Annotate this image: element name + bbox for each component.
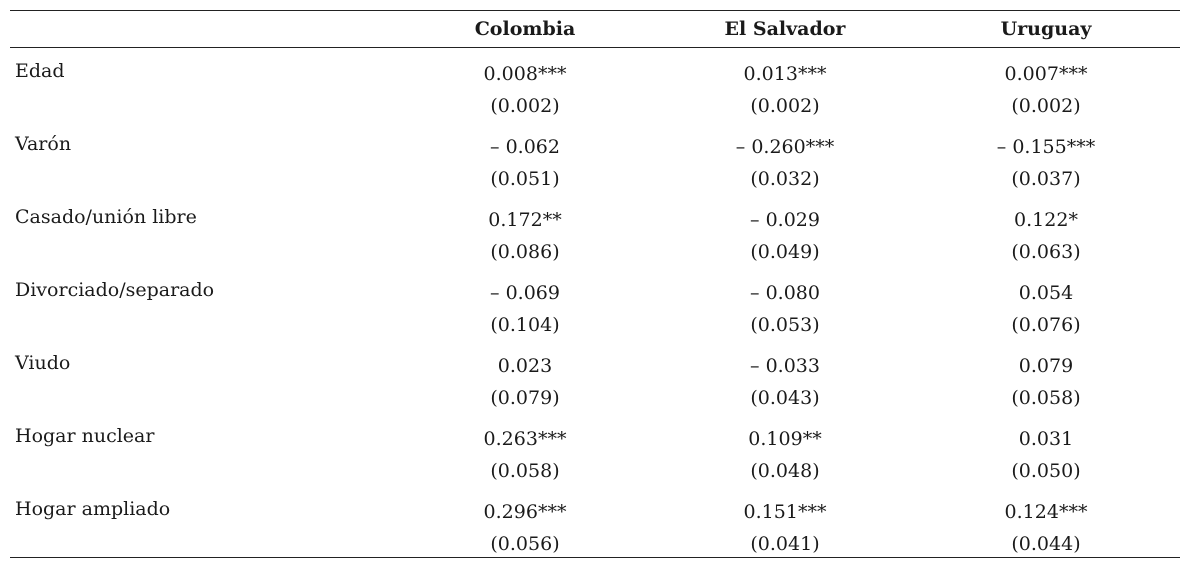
table-row: Divorciado/separado – 0.069 (0.104) – 0.0… [0, 277, 1189, 350]
standard-error: (0.104) [490, 314, 560, 336]
standard-error: (0.037) [1011, 168, 1081, 190]
table-cell: – 0.260*** (0.032) [665, 131, 905, 195]
standard-error: (0.063) [1011, 241, 1081, 263]
table-row: Edad 0.008*** (0.002) 0.013*** (0.002) 0.0… [0, 58, 1189, 131]
table-header: Colombia El Salvador Uruguay [0, 18, 1189, 46]
coefficient: 0.008*** [483, 63, 567, 85]
column-header-uruguay: Uruguay [1000, 18, 1092, 40]
standard-error: (0.002) [1011, 95, 1081, 117]
coefficient: 0.054 [1018, 282, 1074, 304]
row-label: Hogar nuclear [15, 425, 155, 447]
coefficient: – 0.062 [490, 136, 560, 158]
table-cell: 0.031 (0.050) [926, 423, 1166, 487]
standard-error: (0.051) [490, 168, 560, 190]
table-cell: 0.122* (0.063) [926, 204, 1166, 268]
row-label: Edad [15, 60, 65, 82]
row-label: Viudo [15, 352, 71, 374]
standard-error: (0.032) [750, 168, 820, 190]
coefficient: 0.122* [1014, 209, 1078, 231]
coefficient: – 0.069 [490, 282, 560, 304]
table-cell: 0.296*** (0.056) [405, 496, 645, 560]
row-label: Casado/unión libre [15, 206, 197, 228]
coefficient: 0.124*** [1004, 501, 1088, 523]
standard-error: (0.049) [750, 241, 820, 263]
coefficient: – 0.029 [750, 209, 820, 231]
coefficient: 0.151*** [743, 501, 827, 523]
row-label: Varón [15, 133, 72, 155]
table-cell: 0.007*** (0.002) [926, 58, 1166, 122]
standard-error: (0.048) [750, 460, 820, 482]
standard-error: (0.056) [490, 533, 560, 555]
bottom-rule [10, 557, 1180, 558]
standard-error: (0.002) [490, 95, 560, 117]
coefficient: – 0.260*** [735, 136, 835, 158]
standard-error: (0.086) [490, 241, 560, 263]
coefficient: 0.023 [497, 355, 553, 377]
coefficient: 0.109** [748, 428, 822, 450]
table-cell: – 0.033 (0.043) [665, 350, 905, 414]
table-cell: 0.079 (0.058) [926, 350, 1166, 414]
table-row: Hogar nuclear 0.263*** (0.058) 0.109** (0.… [0, 423, 1189, 496]
standard-error: (0.050) [1011, 460, 1081, 482]
table-cell: 0.008*** (0.002) [405, 58, 645, 122]
table-cell: – 0.062 (0.051) [405, 131, 645, 195]
coefficient: – 0.080 [750, 282, 820, 304]
coefficient: – 0.155*** [996, 136, 1096, 158]
standard-error: (0.043) [750, 387, 820, 409]
standard-error: (0.058) [490, 460, 560, 482]
coefficient: 0.013*** [743, 63, 827, 85]
standard-error: (0.076) [1011, 314, 1081, 336]
table-body: Edad 0.008*** (0.002) 0.013*** (0.002) 0.0… [0, 58, 1189, 569]
row-label: Hogar ampliado [15, 498, 171, 520]
table-cell: 0.124*** (0.044) [926, 496, 1166, 560]
coefficient: 0.079 [1018, 355, 1074, 377]
coefficient: – 0.033 [750, 355, 820, 377]
table-cell: – 0.155*** (0.037) [926, 131, 1166, 195]
table-cell: – 0.080 (0.053) [665, 277, 905, 341]
table-cell: 0.013*** (0.002) [665, 58, 905, 122]
table-row: Viudo 0.023 (0.079) – 0.033 (0.043) 0.079 (… [0, 350, 1189, 423]
table-cell: – 0.069 (0.104) [405, 277, 645, 341]
table-cell: 0.263*** (0.058) [405, 423, 645, 487]
standard-error: (0.058) [1011, 387, 1081, 409]
coefficient: 0.031 [1018, 428, 1074, 450]
column-header-colombia: Colombia [474, 18, 576, 40]
table-cell: 0.109** (0.048) [665, 423, 905, 487]
standard-error: (0.002) [750, 95, 820, 117]
standard-error: (0.044) [1011, 533, 1081, 555]
standard-error: (0.079) [490, 387, 560, 409]
header-rule [10, 47, 1180, 48]
coefficient: 0.296*** [483, 501, 567, 523]
coefficient: 0.172** [488, 209, 562, 231]
column-header-el-salvador: El Salvador [724, 18, 846, 40]
table-cell: – 0.029 (0.049) [665, 204, 905, 268]
coefficient: 0.263*** [483, 428, 567, 450]
standard-error: (0.053) [750, 314, 820, 336]
table-row: Varón – 0.062 (0.051) – 0.260*** (0.032) –… [0, 131, 1189, 204]
table-cell: 0.151*** (0.041) [665, 496, 905, 560]
table-row: Hogar ampliado 0.296*** (0.056) 0.151*** (… [0, 496, 1189, 569]
top-rule [10, 10, 1180, 11]
table-cell: 0.023 (0.079) [405, 350, 645, 414]
table-cell: 0.054 (0.076) [926, 277, 1166, 341]
standard-error: (0.041) [750, 533, 820, 555]
row-label: Divorciado/separado [15, 279, 215, 301]
table-cell: 0.172** (0.086) [405, 204, 645, 268]
coefficient: 0.007*** [1004, 63, 1088, 85]
table-row: Casado/unión libre 0.172** (0.086) – 0.02… [0, 204, 1189, 277]
